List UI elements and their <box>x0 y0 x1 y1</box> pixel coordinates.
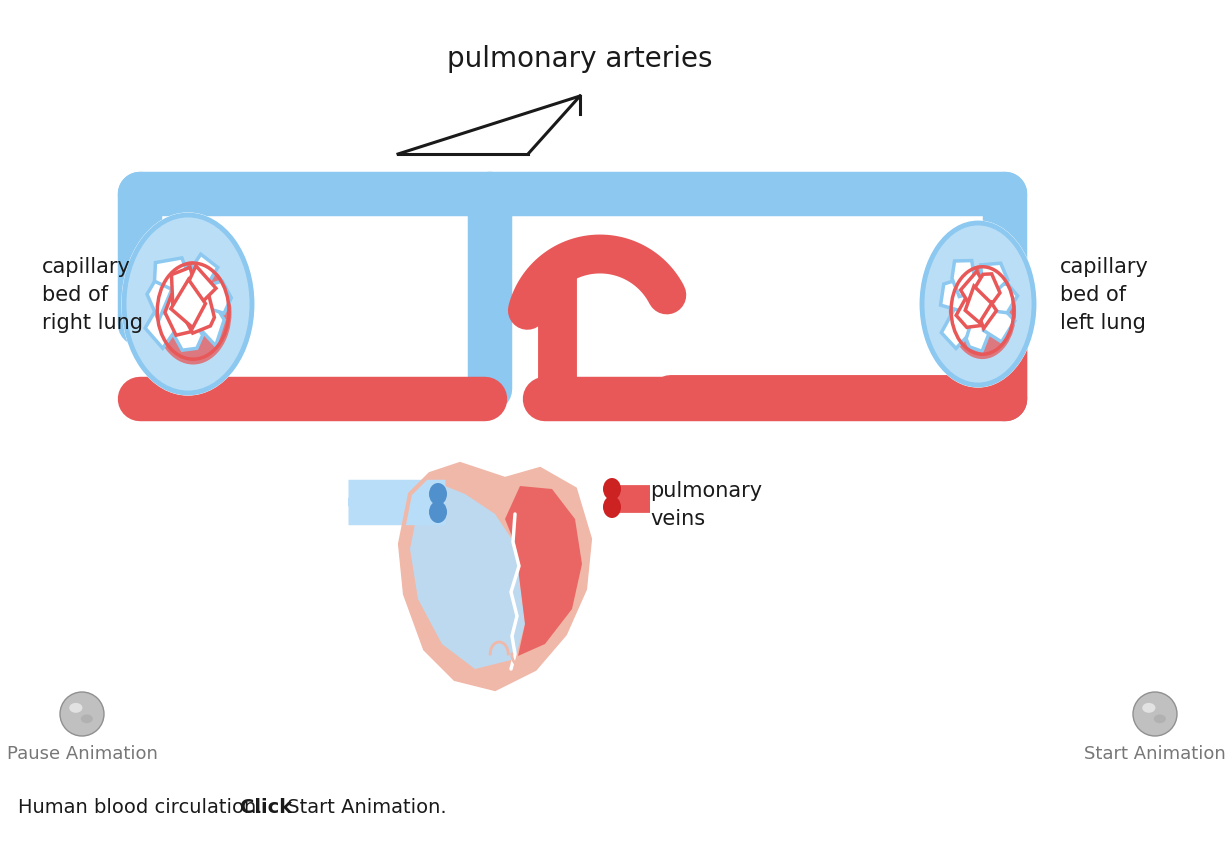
Ellipse shape <box>1153 715 1166 723</box>
Polygon shape <box>171 280 206 328</box>
Polygon shape <box>203 282 231 314</box>
Polygon shape <box>155 258 190 291</box>
Polygon shape <box>171 268 198 314</box>
Ellipse shape <box>1142 703 1156 713</box>
Ellipse shape <box>428 484 447 506</box>
Polygon shape <box>165 295 197 336</box>
Polygon shape <box>940 281 968 311</box>
Polygon shape <box>190 255 218 295</box>
Ellipse shape <box>124 216 252 393</box>
Ellipse shape <box>603 496 620 518</box>
Polygon shape <box>145 309 180 349</box>
Circle shape <box>60 692 103 736</box>
Text: pulmonary arteries: pulmonary arteries <box>447 45 713 73</box>
Polygon shape <box>174 321 203 351</box>
Polygon shape <box>981 264 1008 294</box>
Text: Human blood circulation.: Human blood circulation. <box>18 798 268 816</box>
Text: Start Animation: Start Animation <box>1085 744 1226 762</box>
Ellipse shape <box>81 715 92 723</box>
Polygon shape <box>183 267 215 308</box>
Polygon shape <box>198 307 224 346</box>
Polygon shape <box>146 273 172 321</box>
Polygon shape <box>975 274 1000 303</box>
Ellipse shape <box>428 501 447 523</box>
Text: capillary
bed of
left lung: capillary bed of left lung <box>1060 257 1149 333</box>
Polygon shape <box>505 486 582 657</box>
Polygon shape <box>988 284 1018 313</box>
Polygon shape <box>400 464 590 690</box>
Text: Click: Click <box>240 798 292 816</box>
Text: pulmonary
veins: pulmonary veins <box>650 480 762 528</box>
Ellipse shape <box>69 703 82 713</box>
Polygon shape <box>178 291 214 333</box>
Polygon shape <box>984 306 1014 343</box>
Ellipse shape <box>603 479 620 500</box>
Ellipse shape <box>155 262 231 365</box>
Text: capillary
bed of
right lung: capillary bed of right lung <box>42 257 143 333</box>
Polygon shape <box>410 484 524 669</box>
Text: Start Animation.: Start Animation. <box>281 798 447 816</box>
Polygon shape <box>966 315 991 352</box>
Ellipse shape <box>122 214 254 396</box>
Polygon shape <box>960 272 987 312</box>
Ellipse shape <box>949 266 1016 360</box>
Polygon shape <box>942 303 970 349</box>
Text: Pause Animation: Pause Animation <box>6 744 158 762</box>
Ellipse shape <box>920 222 1037 387</box>
Polygon shape <box>975 292 996 329</box>
Circle shape <box>1133 692 1177 736</box>
Ellipse shape <box>922 224 1034 386</box>
Polygon shape <box>956 299 988 328</box>
Polygon shape <box>952 262 975 297</box>
Polygon shape <box>965 287 992 323</box>
